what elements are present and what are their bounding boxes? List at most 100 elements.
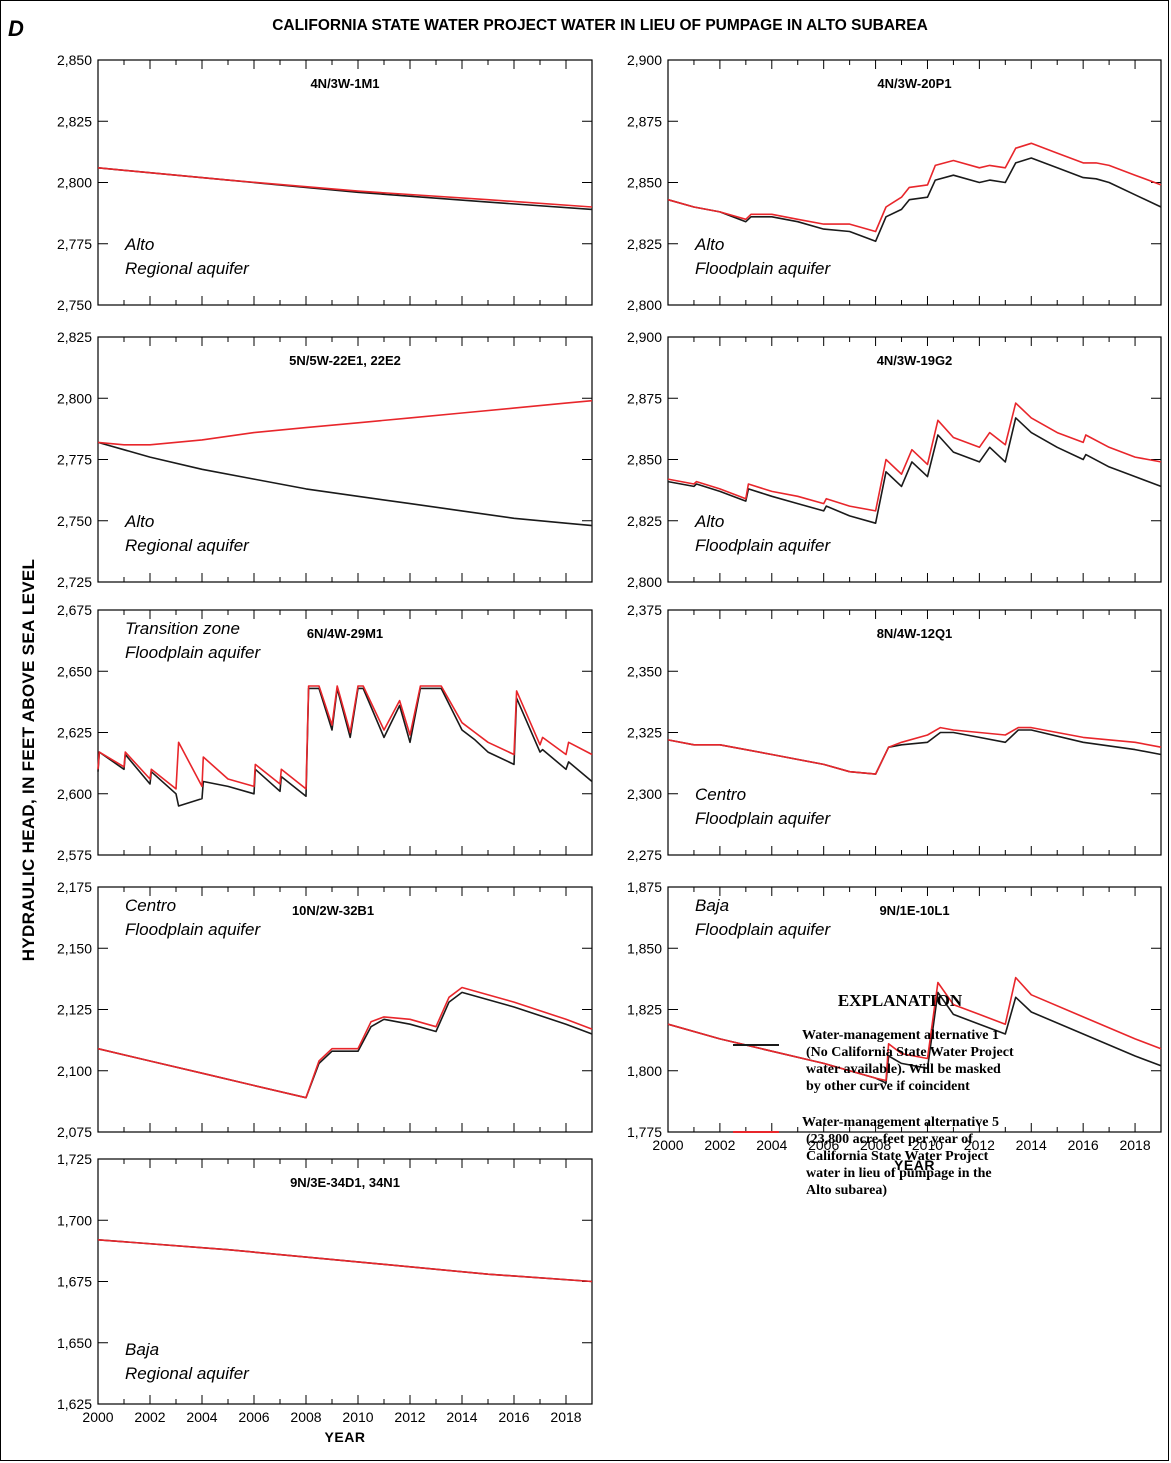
location-label: Regional aquifer — [125, 536, 250, 555]
panels: 2,750 2,775 2,800 2,825 2,850 4N/3W-1M1 Alto Re… — [57, 52, 1162, 1445]
location-label: Regional aquifer — [125, 259, 250, 278]
series-line-alt1 — [667, 729, 1162, 775]
legend-text: Water-management alternative 1 — [802, 1028, 999, 1043]
legend-explanation: EXPLANATION Water-management alternative… — [733, 991, 1014, 1198]
x-tick-label: 2002 — [134, 1409, 165, 1425]
location-label: Centro — [125, 896, 176, 915]
chart-panel-6: 2,275 2,300 2,325 2,350 2,375 8N/4W-12Q1 Centr… — [627, 602, 1162, 863]
y-tick-label: 2,900 — [627, 329, 662, 345]
series-line-alt1 — [97, 991, 593, 1099]
location-label: Alto — [124, 235, 154, 254]
y-tick-label: 2,775 — [57, 452, 92, 468]
y-tick-label: 2,300 — [627, 786, 662, 802]
chart-panel-3: 2,725 2,750 2,775 2,800 2,825 5N/5W-22E1, 22E… — [57, 329, 593, 590]
location-label: Alto — [694, 235, 724, 254]
location-label: Baja — [695, 896, 729, 915]
y-tick-label: 2,175 — [57, 879, 92, 895]
x-axis-title: YEAR — [894, 1157, 935, 1173]
location-label: Floodplain aquifer — [125, 920, 261, 939]
location-label: Floodplain aquifer — [695, 536, 831, 555]
chart-panel-1: 2,750 2,775 2,800 2,825 2,850 4N/3W-1M1 Alto Re… — [57, 52, 593, 313]
y-tick-label: 1,625 — [57, 1396, 92, 1412]
y-tick-label: 1,700 — [57, 1212, 92, 1228]
y-tick-label: 2,350 — [627, 663, 662, 679]
legend-text: California State Water Project — [806, 1149, 989, 1164]
y-tick-label: 2,125 — [57, 1002, 92, 1018]
series-line-alt5 — [667, 142, 1162, 233]
chart-panel-4: 2,800 2,825 2,850 2,875 2,900 4N/3W-19G2 Alto F… — [627, 329, 1162, 590]
x-tick-label: 2002 — [704, 1137, 735, 1153]
chart-panel-5: 2,575 2,600 2,625 2,650 2,675 6N/4W-29M1 Trans… — [57, 602, 593, 863]
location-label: Regional aquifer — [125, 1364, 250, 1383]
panel-title: 9N/3E-34D1, 34N1 — [290, 1175, 400, 1190]
y-tick-label: 1,775 — [627, 1124, 662, 1140]
legend-text: Alto subarea) — [806, 1183, 887, 1198]
series-line-alt5 — [667, 402, 1162, 512]
y-tick-label: 1,725 — [57, 1151, 92, 1167]
chart-panel-7: 2,075 2,100 2,125 2,150 2,175 10N/2W-32B1 Cent… — [57, 879, 593, 1140]
x-tick-label: 2004 — [186, 1409, 217, 1425]
y-tick-label: 2,825 — [627, 513, 662, 529]
series-line-alt1 — [97, 687, 593, 807]
y-tick-label: 2,675 — [57, 602, 92, 618]
x-tick-label: 2014 — [446, 1409, 477, 1425]
panel-title: 6N/4W-29M1 — [307, 626, 383, 641]
series-line-alt1 — [97, 441, 593, 527]
legend-text: water in lieu of pumpage in the — [806, 1166, 992, 1181]
location-label: Floodplain aquifer — [695, 920, 831, 939]
y-tick-label: 2,275 — [627, 847, 662, 863]
y-tick-label: 2,375 — [627, 602, 662, 618]
x-tick-label: 2018 — [1119, 1137, 1150, 1153]
y-tick-label: 2,825 — [57, 113, 92, 129]
location-label: Floodplain aquifer — [695, 259, 831, 278]
y-tick-label: 2,800 — [627, 574, 662, 590]
panel-title: 9N/1E-10L1 — [879, 903, 949, 918]
location-label: Floodplain aquifer — [125, 643, 261, 662]
panel-title: 5N/5W-22E1, 22E2 — [289, 353, 401, 368]
chart-panel-2: 2,800 2,825 2,850 2,875 2,900 4N/3W-20P1 Alto F… — [627, 52, 1162, 313]
legend-text: (23,800 acre-feet per year of — [806, 1132, 973, 1147]
y-tick-label: 2,625 — [57, 725, 92, 741]
y-tick-label: 2,825 — [57, 329, 92, 345]
series-line-alt1 — [667, 417, 1162, 525]
y-tick-label: 1,675 — [57, 1274, 92, 1290]
x-tick-label: 2012 — [964, 1137, 995, 1153]
panel-title: 10N/2W-32B1 — [292, 903, 374, 918]
x-axis-title: YEAR — [325, 1429, 366, 1445]
series-line-alt1 — [667, 157, 1162, 243]
y-tick-label: 2,750 — [57, 513, 92, 529]
y-tick-label: 2,850 — [627, 452, 662, 468]
y-axis-title: HYDRAULIC HEAD, IN FEET ABOVE SEA LEVEL — [19, 559, 38, 961]
x-tick-label: 2012 — [394, 1409, 425, 1425]
x-tick-label: 2016 — [1068, 1137, 1099, 1153]
series-line-alt5 — [97, 685, 593, 790]
y-tick-label: 2,600 — [57, 786, 92, 802]
panel-title: 8N/4W-12Q1 — [877, 626, 953, 641]
legend-title: EXPLANATION — [838, 991, 963, 1010]
y-tick-label: 2,575 — [57, 847, 92, 863]
x-tick-label: 2006 — [808, 1137, 839, 1153]
location-label: Floodplain aquifer — [695, 809, 831, 828]
x-tick-label: 2010 — [912, 1137, 943, 1153]
y-tick-label: 2,100 — [57, 1063, 92, 1079]
series-line-alt5 — [97, 1239, 593, 1283]
y-tick-label: 2,825 — [627, 236, 662, 252]
y-tick-label: 2,875 — [627, 113, 662, 129]
y-tick-label: 2,850 — [627, 175, 662, 191]
y-tick-label: 1,825 — [627, 1002, 662, 1018]
location-label: Transition zone — [125, 619, 240, 638]
location-label: Centro — [695, 785, 746, 804]
chart-panel-8: 1,775 1,800 1,825 1,850 1,875 2000 2002 2004 200… — [627, 879, 1162, 1173]
x-tick-label: 2010 — [342, 1409, 373, 1425]
y-tick-label: 2,750 — [57, 297, 92, 313]
y-tick-label: 2,650 — [57, 663, 92, 679]
y-tick-label: 1,875 — [627, 879, 662, 895]
y-tick-label: 2,725 — [57, 574, 92, 590]
x-tick-label: 2008 — [290, 1409, 321, 1425]
x-tick-label: 2006 — [238, 1409, 269, 1425]
series-line-alt5 — [97, 986, 593, 1099]
figure-letter: D — [8, 16, 24, 41]
series-line-alt5 — [667, 726, 1162, 775]
y-tick-label: 2,900 — [627, 52, 662, 68]
